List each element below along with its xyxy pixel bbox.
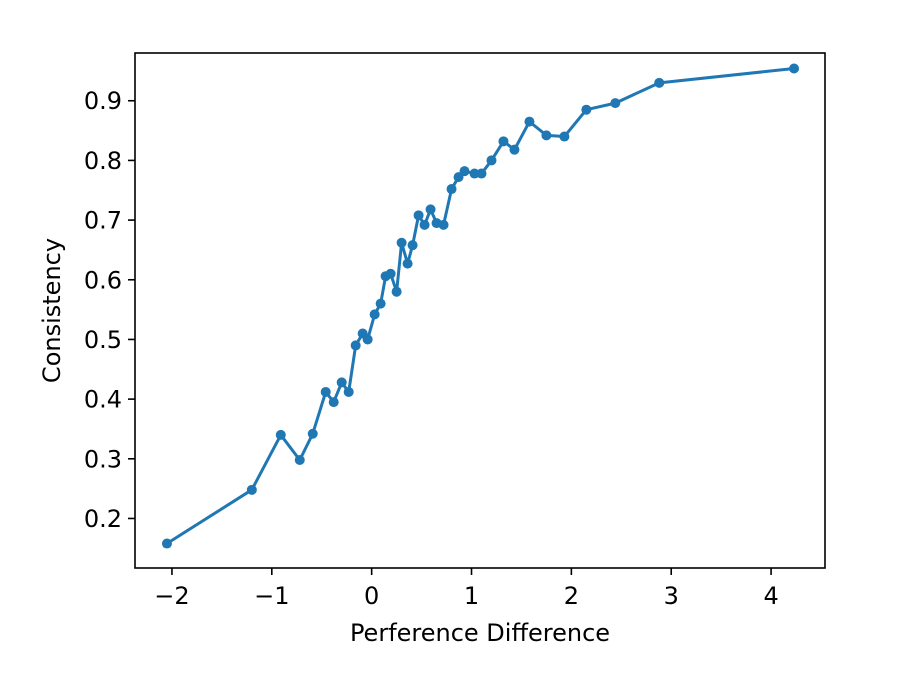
data-point [375,298,386,309]
y-axis-ticks: 0.2 0.3 0.4 0.5 0.6 0.7 0.8 0.9 [84,87,135,533]
plot-area [161,63,800,549]
series-line [165,67,796,546]
data-point [541,130,552,141]
data-point [789,63,800,74]
x-tick-label: 3 [664,582,679,610]
data-point [369,309,380,320]
data-point [275,429,286,440]
data-point [524,116,535,127]
data-point [559,131,570,142]
data-point [385,268,396,279]
data-point [307,428,318,439]
y-tick-label: 0.5 [84,326,122,354]
y-tick-label: 0.8 [84,147,122,175]
y-tick-label: 0.3 [84,445,122,473]
data-point [459,166,470,177]
axes-frame [134,52,826,569]
data-point [336,377,347,388]
y-tick-label: 0.7 [84,207,122,235]
data-point [320,386,331,397]
x-tick-label: 4 [763,582,778,610]
y-axis-label: Consistency [38,238,66,383]
data-point [396,237,407,248]
data-point [328,397,339,408]
data-point [469,168,480,179]
data-point [476,168,487,179]
y-tick-label: 0.4 [84,386,122,414]
y-tick-label: 0.9 [84,87,122,115]
x-tick-label: 1 [464,582,479,610]
x-tick-label: −1 [254,582,289,610]
x-tick-label: 0 [364,582,379,610]
data-point [654,77,665,88]
data-point [350,340,361,351]
x-axis-ticks: −2 −1 0 1 2 3 4 [154,568,779,610]
data-point [425,204,436,215]
data-point [438,219,449,230]
data-point [446,184,457,195]
data-point [391,286,402,297]
data-point [610,98,621,109]
x-tick-label: −2 [154,582,189,610]
data-point [294,454,305,465]
x-axis-label: Perference Difference [350,619,610,647]
data-point [419,219,430,230]
y-tick-label: 0.2 [84,505,122,533]
data-point [362,334,373,345]
data-point [161,538,172,549]
data-point [486,155,497,166]
data-point [343,386,354,397]
data-point [581,104,592,115]
data-point [509,144,520,155]
data-point [498,136,509,147]
data-point [246,484,257,495]
x-tick-label: 2 [564,582,579,610]
data-point [413,210,424,221]
data-point [402,258,413,269]
y-tick-label: 0.6 [84,266,122,294]
data-point [407,240,418,251]
